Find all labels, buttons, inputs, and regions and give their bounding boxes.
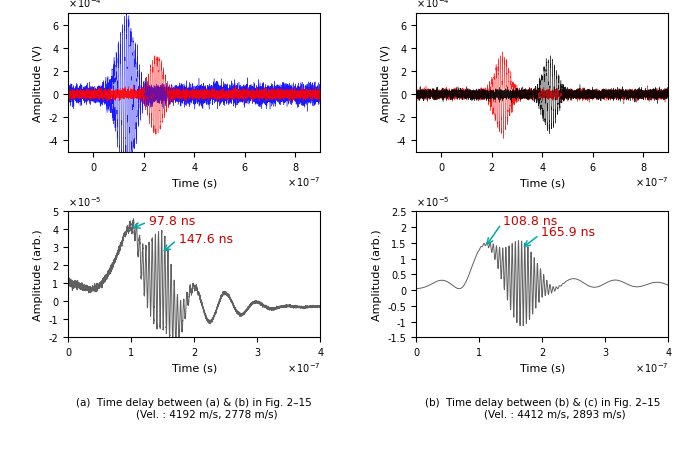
Text: 165.9 ns: 165.9 ns (541, 226, 595, 239)
Text: 108.8 ns: 108.8 ns (503, 215, 557, 228)
Text: $\times\,10^{-7}$: $\times\,10^{-7}$ (635, 175, 668, 188)
X-axis label: Time (s): Time (s) (172, 363, 217, 373)
Y-axis label: Amplitude (arb.): Amplitude (arb.) (33, 229, 43, 320)
Text: $\times\,10^{-7}$: $\times\,10^{-7}$ (286, 360, 321, 374)
Y-axis label: Amplitude (arb.): Amplitude (arb.) (372, 229, 382, 320)
Text: 97.8 ns: 97.8 ns (149, 214, 195, 228)
Text: $\times\,10^{-4}$: $\times\,10^{-4}$ (416, 0, 450, 10)
Text: 147.6 ns: 147.6 ns (179, 232, 233, 245)
Text: $\times\,10^{-5}$: $\times\,10^{-5}$ (68, 194, 102, 208)
X-axis label: Time (s): Time (s) (520, 363, 565, 373)
X-axis label: Time (s): Time (s) (172, 178, 217, 188)
Y-axis label: Amplitude (V): Amplitude (V) (381, 45, 391, 122)
Y-axis label: Amplitude (V): Amplitude (V) (33, 45, 43, 122)
Text: (a)  Time delay between (a) & (b) in Fig. 2–15
        (Vel. : 4192 m/s, 2778 m/: (a) Time delay between (a) & (b) in Fig.… (76, 397, 312, 418)
Text: $\times\,10^{-7}$: $\times\,10^{-7}$ (286, 175, 321, 188)
Text: $\times\,10^{-4}$: $\times\,10^{-4}$ (68, 0, 102, 10)
Text: (b)  Time delay between (b) & (c) in Fig. 2–15
        (Vel. : 4412 m/s, 2893 m/: (b) Time delay between (b) & (c) in Fig.… (425, 397, 660, 418)
X-axis label: Time (s): Time (s) (520, 178, 565, 188)
Text: $\times\,10^{-7}$: $\times\,10^{-7}$ (635, 360, 668, 374)
Text: $\times\,10^{-5}$: $\times\,10^{-5}$ (416, 194, 450, 208)
